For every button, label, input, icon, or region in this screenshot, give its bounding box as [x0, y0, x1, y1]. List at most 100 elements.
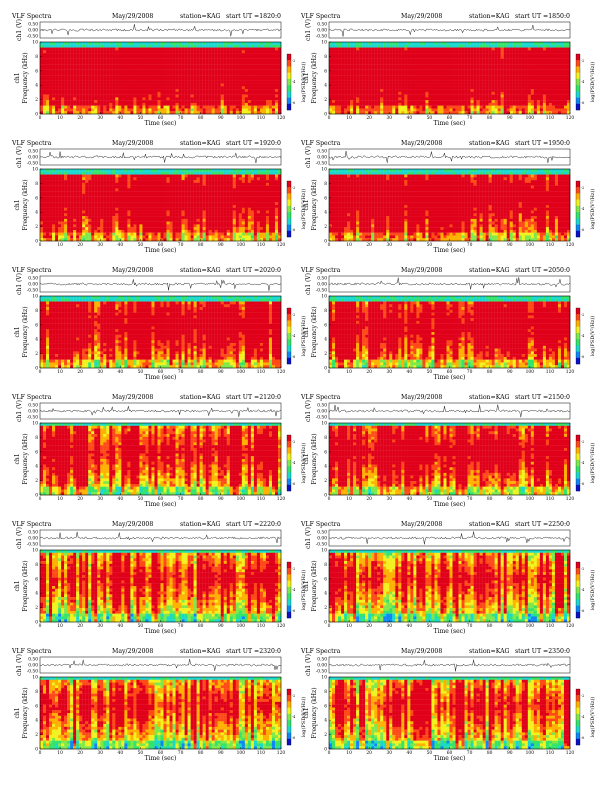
spectrogram-cell: [211, 180, 215, 183]
spectrogram-cell: [368, 53, 372, 56]
spectrogram-cell: [121, 80, 125, 84]
spectrogram-cell: [392, 111, 396, 115]
spectrogram-cell: [67, 72, 71, 76]
spectrogram-cell: [455, 111, 459, 115]
spectrogram-cell: [521, 42, 525, 45]
spectrogram-cell: [497, 105, 501, 109]
spectrogram-cell: [277, 50, 282, 54]
spectrogram-cell: [85, 42, 89, 45]
spectrogram-cell: [232, 91, 236, 95]
spectrogram-cell: [232, 44, 236, 48]
spectrogram-cell: [265, 53, 270, 56]
spectrogram-cell: [383, 91, 387, 95]
spectrogram-cell: [274, 66, 279, 70]
spectrogram-cell: [268, 53, 273, 56]
spectrogram-cell: [79, 86, 83, 90]
spectrogram-cell: [106, 89, 110, 92]
spectrogram-cell: [446, 78, 450, 81]
spectrogram-cell: [196, 182, 200, 186]
time-tick-label: 10: [346, 116, 352, 121]
spectrogram-cell: [428, 105, 432, 109]
spectrogram-cell: [217, 78, 221, 81]
spectrogram-cell: [506, 58, 510, 62]
spectrogram-cell: [127, 171, 131, 175]
spectrogram-cell: [124, 47, 128, 51]
spectrogram-cell: [371, 89, 375, 92]
spectrogram-cell: [470, 42, 474, 45]
spectrogram-cell: [467, 66, 471, 70]
spectrogram-cell: [371, 66, 375, 70]
spectrogram-cell: [64, 50, 68, 54]
spectrogram-cell: [121, 188, 125, 192]
spectrogram-cell: [392, 105, 396, 109]
spectrogram-cell: [64, 55, 68, 59]
spectrogram-cell: [202, 58, 206, 62]
spectrogram-cell: [458, 89, 462, 92]
spectrogram-cell: [271, 50, 276, 54]
spectrogram-cell: [443, 64, 447, 68]
spectrogram-cell: [169, 66, 173, 70]
spectrogram-cell: [428, 80, 432, 84]
spectrogram-cell: [55, 44, 59, 48]
spectrogram-cell: [163, 191, 167, 195]
spectrogram-cell: [82, 182, 86, 186]
spectrogram-cell: [332, 102, 336, 106]
spectrogram-cell: [175, 55, 179, 59]
time-tick-label: 60: [447, 116, 453, 121]
spectrogram-cell: [419, 86, 423, 90]
spectrogram-cell: [479, 102, 483, 106]
spectrogram-cell: [133, 191, 137, 195]
spectrogram-cell: [211, 171, 215, 175]
spectrogram-cell: [178, 185, 182, 189]
spectrogram-cell: [518, 97, 522, 101]
spectrogram-cell: [419, 69, 423, 73]
spectrogram-cell: [521, 111, 525, 115]
spectrogram-cell: [217, 174, 221, 178]
spectrogram-cell: [205, 64, 209, 68]
spectrogram-cell: [265, 111, 270, 115]
spectrogram-cell: [383, 102, 387, 106]
spectrogram-cell: [175, 188, 179, 192]
spectrogram-cell: [58, 80, 62, 84]
spectrogram-cell: [470, 47, 474, 51]
spectrogram-cell: [70, 64, 74, 68]
spectrogram-cell: [395, 86, 399, 90]
spectrogram-cell: [425, 89, 429, 92]
spectrogram-cell: [148, 108, 152, 112]
spectrogram-cell: [76, 61, 80, 65]
spectrogram-cell: [136, 80, 140, 84]
spectrogram-cell: [169, 86, 173, 90]
spectrogram-cell: [76, 91, 80, 95]
spectrogram-cell: [259, 78, 264, 81]
spectrogram-cell: [566, 86, 571, 90]
spectrogram-cell: [419, 61, 423, 65]
spectrogram-cell: [338, 86, 342, 90]
spectrogram-cell: [268, 44, 273, 48]
spectrogram-cell: [202, 75, 206, 79]
spectrogram-cell: [100, 69, 104, 73]
spectrogram-cell: [464, 64, 468, 68]
spectrogram-cell: [500, 100, 504, 104]
spectrogram-cell: [410, 94, 414, 98]
spectrogram-cell: [49, 80, 53, 84]
spectrogram-cell: [148, 105, 152, 109]
spectrogram-cell: [464, 91, 468, 95]
spectrogram-cell: [115, 69, 119, 73]
spectrogram-cell: [52, 78, 56, 81]
spectrogram-cell: [154, 97, 158, 101]
spectrogram-cell: [274, 174, 279, 178]
spectrogram-cell: [518, 91, 522, 95]
spectrogram-cell: [43, 72, 47, 76]
spectrogram-cell: [341, 69, 345, 73]
spectrogram-cell: [172, 69, 176, 73]
spectrogram-cell: [181, 191, 185, 195]
spectrogram-cell: [359, 108, 363, 112]
spectrogram-cell: [509, 100, 513, 104]
spectrogram-cell: [235, 180, 239, 183]
freq-tick-label: 10: [321, 41, 327, 46]
spectrogram-cell: [425, 94, 429, 98]
spectrogram-cell: [545, 53, 550, 56]
spectrogram-cell: [190, 169, 194, 172]
spectrogram-cell: [470, 105, 474, 109]
spectrogram-cell: [374, 97, 378, 101]
